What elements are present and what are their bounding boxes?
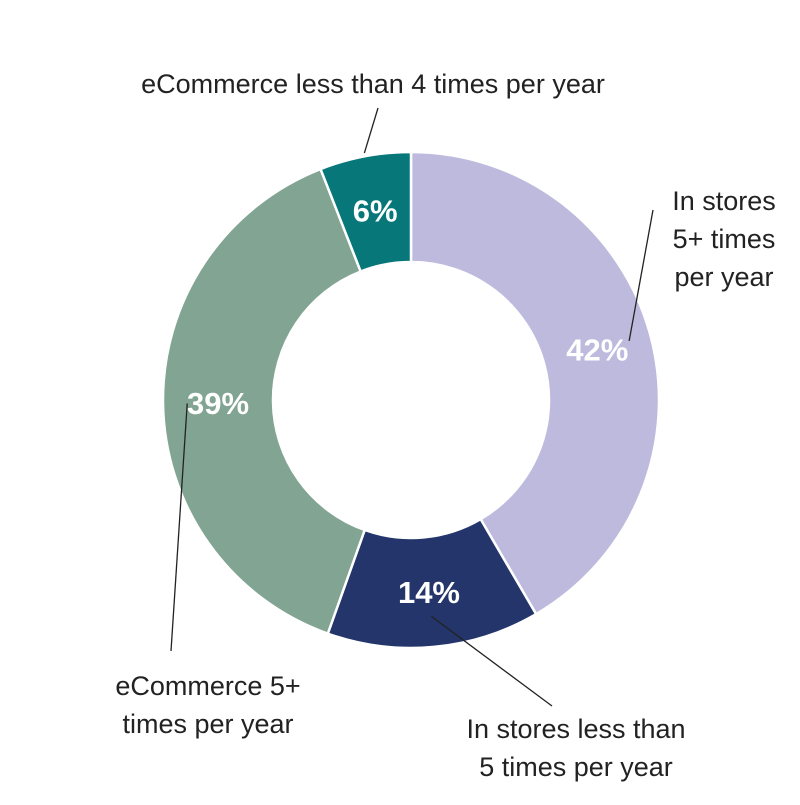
slice-ecommerce-5-times-per-year bbox=[161, 167, 367, 636]
category-label-in-stores-less-than-5-times-per-year: In stores less than 5 times per year bbox=[466, 714, 685, 782]
slice-ecommerce-less-than-4-times-per-year bbox=[318, 150, 413, 274]
category-label-line: In stores bbox=[672, 186, 776, 216]
category-label-line: eCommerce less than 4 times per year bbox=[141, 69, 605, 99]
category-label-line: 5+ times bbox=[673, 224, 776, 254]
value-label-in-stores-5-times-per-year: 42% bbox=[566, 333, 628, 368]
leader-line-ecommerce-5-times-per-year bbox=[170, 403, 188, 652]
leader-line-in-stores-less-than-5-times-per-year bbox=[430, 615, 553, 707]
category-label-line: times per year bbox=[122, 709, 293, 739]
category-label-line: 5 times per year bbox=[479, 752, 673, 782]
slices bbox=[161, 150, 661, 650]
category-label-line: eCommerce 5+ bbox=[115, 671, 300, 701]
category-label-ecommerce-less-than-4-times-per-year: eCommerce less than 4 times per year bbox=[141, 69, 605, 99]
category-label-line: In stores less than bbox=[466, 714, 685, 744]
leader-line-in-stores-5-times-per-year bbox=[628, 209, 654, 342]
leader-line-ecommerce-less-than-4-times-per-year bbox=[363, 107, 379, 154]
category-label-ecommerce-5-times-per-year: eCommerce 5+ times per year bbox=[115, 671, 300, 739]
labels: 42% In stores 5+ times per year 14% In stores… bbox=[115, 69, 775, 782]
category-label-line: per year bbox=[674, 262, 773, 292]
category-label-in-stores-5-times-per-year: In stores 5+ times per year bbox=[672, 186, 776, 292]
value-label-ecommerce-less-than-4-times-per-year: 6% bbox=[353, 193, 398, 228]
value-label-in-stores-less-than-5-times-per-year: 14% bbox=[398, 575, 460, 610]
slice-in-stores-5-times-per-year bbox=[409, 150, 661, 616]
value-label-ecommerce-5-times-per-year: 39% bbox=[187, 386, 249, 421]
